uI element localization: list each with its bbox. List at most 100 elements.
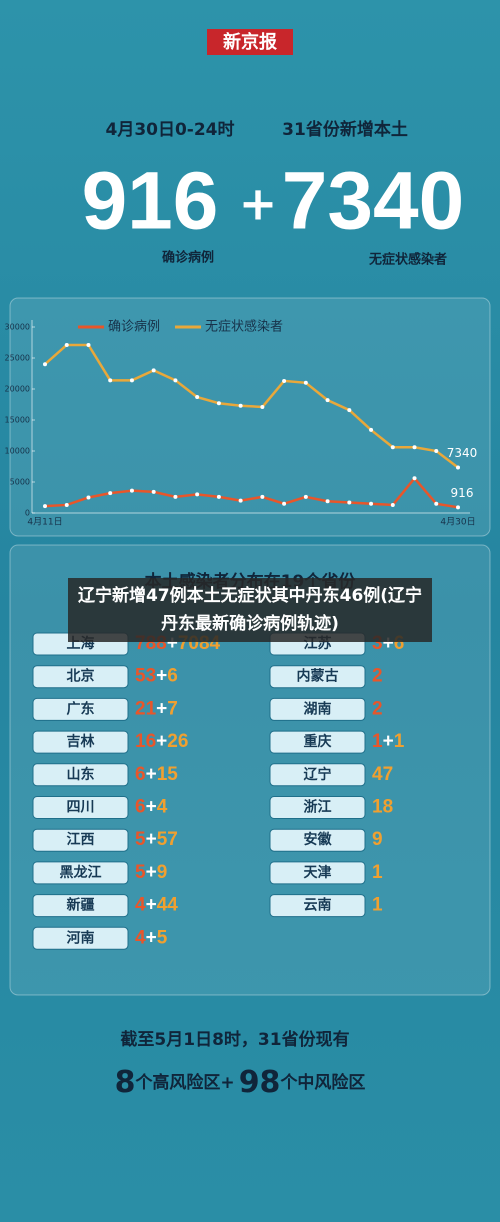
province-name: 安徽 [304, 831, 333, 848]
province-pill [32, 763, 129, 787]
province-counts: 1 [372, 862, 383, 883]
logo-box [207, 29, 293, 55]
confirmed-count: 4 [135, 895, 146, 916]
province-name: 广东 [67, 700, 95, 717]
asymptomatic-count: 15 [157, 764, 179, 785]
data-point [216, 401, 221, 406]
province-pill [269, 763, 366, 787]
province-counts: 4+44 [135, 895, 178, 916]
data-point [64, 342, 69, 347]
x-tick-label: 4月30日 [440, 517, 475, 528]
province-counts: 2 [372, 698, 383, 719]
data-point [390, 502, 395, 507]
asymptomatic-count: 26 [167, 731, 188, 752]
data-point [64, 502, 69, 507]
province-name: 重庆 [304, 733, 332, 750]
data-point [86, 342, 91, 347]
data-point [151, 489, 156, 494]
asymptomatic-count: 44 [157, 895, 179, 916]
data-point [86, 495, 91, 500]
asymptomatic-count: 9 [372, 829, 383, 850]
end-label: 916 [451, 486, 474, 500]
confirmed-count: 3 [372, 633, 383, 654]
province-name: 云南 [304, 897, 332, 914]
distribution-panel [9, 544, 491, 996]
province-counts: 6+15 [135, 764, 178, 785]
confirmed-count: 2 [372, 666, 383, 687]
province-counts: 2 [372, 666, 383, 687]
data-point [151, 368, 156, 373]
province-name: 天津 [304, 864, 332, 881]
asymptomatic-count: 6 [394, 633, 405, 654]
data-point [456, 465, 460, 470]
y-tick-label: 15000 [5, 416, 30, 425]
data-point [108, 378, 113, 383]
data-point [43, 504, 47, 509]
province-pill [269, 697, 366, 721]
footer-line1: 截至5月1日8时，31省份现有 [120, 1029, 349, 1050]
data-point [412, 445, 417, 450]
plus-sign: + [146, 797, 157, 818]
confirmed-count: 16 [135, 731, 156, 752]
province-pill [32, 730, 129, 754]
province-pill [32, 796, 129, 819]
province-name: 河南 [67, 929, 95, 946]
province-pill [269, 796, 366, 819]
province-counts: 18 [372, 797, 393, 818]
province-counts: 16+26 [135, 731, 188, 752]
province-pill [32, 894, 129, 918]
province-name: 四川 [67, 800, 95, 816]
asymptomatic-count: 1 [394, 731, 405, 752]
province-counts: 9 [372, 829, 383, 850]
province-name: 浙江 [304, 799, 332, 816]
plus-sign: + [146, 829, 157, 850]
plus-sign: + [146, 764, 157, 785]
data-point [369, 501, 374, 506]
plus-sign: + [146, 927, 157, 948]
province-counts: 5+9 [135, 862, 167, 883]
province-pill [269, 665, 366, 689]
data-point [325, 398, 330, 403]
legend-label: 确诊病例 [108, 320, 160, 335]
asymptomatic-count: 9 [157, 862, 168, 883]
mid-count: 98 [239, 1065, 281, 1100]
confirmed-count: 2 [372, 698, 383, 719]
data-point [369, 427, 374, 432]
mid-text: 个中风险区 [279, 1072, 365, 1093]
data-point [173, 378, 178, 383]
confirmed-count: 5 [135, 862, 146, 883]
data-point [347, 500, 352, 505]
province-pill [32, 665, 129, 689]
legend-label: 无症状感染者 [205, 319, 283, 335]
data-point [173, 494, 178, 499]
data-point [412, 476, 417, 481]
asymptomatic-count: 18 [372, 797, 393, 818]
y-tick-label: 0 [25, 509, 30, 518]
confirmed-count: 53 [135, 666, 156, 687]
plus-sign: + [146, 862, 157, 883]
data-point [282, 378, 287, 383]
province-pill [269, 828, 366, 852]
header-date: 4月30日0-24时 [105, 120, 234, 140]
data-point [434, 501, 439, 506]
asymptomatic-count: 1 [372, 862, 383, 883]
asymptomatic-count: 6 [167, 666, 178, 687]
confirmed-total: 916 [82, 156, 219, 247]
province-pill [32, 828, 129, 852]
footer-line2: 8个高风险区+ 98个中风险区 [115, 1065, 366, 1100]
province-pill [32, 861, 129, 885]
province-name: 江西 [67, 831, 95, 848]
province-name: 新疆 [67, 897, 95, 914]
confirmed-label: 确诊病例 [162, 250, 214, 266]
province-counts: 1 [372, 895, 383, 916]
data-point [129, 378, 134, 383]
province-name: 内蒙古 [297, 668, 339, 685]
asymptomatic-total: 7340 [282, 156, 464, 247]
asymptomatic-count: 5 [157, 927, 168, 948]
data-point [238, 403, 243, 408]
data-point [282, 501, 287, 506]
data-point [303, 380, 308, 385]
y-tick-label: 30000 [5, 323, 30, 332]
